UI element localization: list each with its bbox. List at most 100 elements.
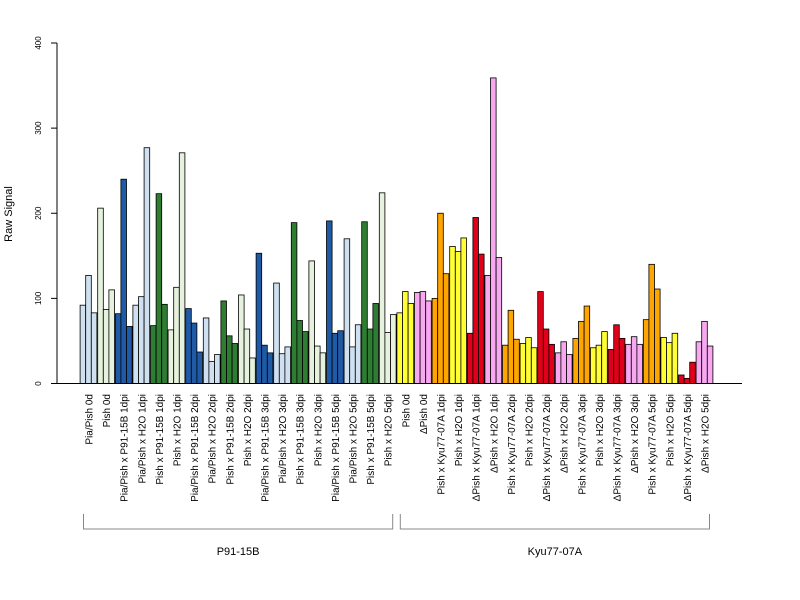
x-tick-label: Pia/Pish x P91-15B 2dpi — [190, 394, 201, 502]
bar — [525, 337, 532, 384]
bar — [625, 343, 632, 384]
bar — [208, 360, 215, 384]
bar — [419, 291, 427, 384]
x-tick-label: Pish x H2O 5dpi — [665, 394, 676, 466]
bar — [302, 331, 309, 384]
bar — [319, 352, 327, 384]
group-brackets: P91-15B Kyu77-07A — [83, 514, 710, 558]
bar — [548, 343, 555, 384]
group-label: P91-15B — [217, 546, 260, 558]
bar — [120, 178, 127, 384]
bar — [660, 337, 667, 384]
x-tick-label: ΔPish x H2O 5dpi — [701, 394, 712, 473]
bar — [654, 288, 661, 384]
bar — [231, 343, 239, 384]
bar — [689, 361, 696, 384]
bar — [238, 294, 245, 384]
bar — [161, 303, 168, 384]
category-labels: Pia/Pish 0d Pish 0d Pia/Pish x P91-15B 1dp… — [85, 394, 712, 502]
bar — [578, 320, 585, 384]
bar — [314, 345, 321, 384]
bar — [630, 336, 638, 384]
bar — [366, 328, 374, 384]
bar — [695, 341, 703, 384]
x-tick-label: Pish x P91-15B 3dpi — [296, 394, 307, 485]
bar — [296, 320, 303, 384]
bar — [425, 300, 432, 384]
bar — [595, 344, 603, 384]
bar — [449, 246, 456, 384]
bar — [454, 251, 462, 384]
bar — [79, 304, 87, 384]
bar — [642, 319, 650, 384]
x-tick-label: Pish x H2O 2dpi — [243, 394, 254, 466]
x-tick-label: Pish 0d — [401, 394, 412, 427]
bar — [202, 317, 210, 384]
x-tick-label: Pia/Pish x H2O 5dpi — [349, 394, 360, 484]
bar — [560, 341, 567, 384]
bar — [407, 303, 415, 384]
bar — [361, 221, 368, 384]
bar — [542, 328, 550, 384]
bar — [143, 147, 151, 384]
bar — [226, 335, 233, 384]
bar — [495, 257, 503, 384]
bar — [255, 252, 263, 384]
bar — [326, 220, 333, 384]
x-tick-label: Pish x Kyu77-07A 2dpi — [507, 394, 518, 495]
group-bracket — [83, 514, 394, 530]
bar — [666, 342, 673, 384]
y-tick-label: 400 — [34, 36, 43, 50]
x-tick-label: Pish x H2O 2dpi — [525, 394, 536, 466]
x-tick-label: Pia/Pish x H2O 3dpi — [278, 394, 289, 484]
bar — [678, 374, 685, 384]
bar — [273, 282, 280, 384]
y-tick-label: 100 — [34, 291, 43, 305]
x-tick-label: Pish x H2O 3dpi — [595, 394, 606, 466]
bar — [85, 274, 92, 384]
bar — [648, 263, 655, 384]
bar — [132, 304, 139, 384]
x-tick-label: ΔPish x Kyu77-07A 5dpi — [683, 394, 694, 501]
y-tick-label: 0 — [34, 381, 43, 386]
x-tick-label: ΔPish x Kyu77-07A 2dpi — [542, 394, 553, 501]
bar — [108, 289, 115, 384]
bar — [354, 324, 362, 384]
bar — [220, 300, 227, 384]
x-tick-label: Pish x H2O 3dpi — [313, 394, 324, 466]
bar — [460, 237, 467, 384]
bar — [390, 314, 397, 384]
bar — [266, 352, 274, 384]
bar — [214, 354, 221, 384]
bar — [349, 346, 356, 384]
bar — [178, 152, 186, 384]
bar — [249, 357, 256, 384]
bar — [683, 377, 691, 384]
bar — [601, 331, 608, 384]
x-tick-label: Pish x Kyu77-07A 1dpi — [437, 394, 448, 495]
bar — [155, 193, 163, 384]
x-tick-label: ΔPish x H2O 2dpi — [560, 394, 571, 473]
bar — [442, 273, 450, 384]
bar — [167, 329, 175, 384]
bar — [185, 308, 192, 384]
bar — [102, 309, 110, 384]
x-tick-label: Pia/Pish x H2O 2dpi — [208, 394, 219, 484]
x-tick-label: ΔPish x H2O 1dpi — [489, 394, 500, 473]
bar — [331, 332, 339, 384]
bar — [636, 343, 643, 384]
bar — [414, 292, 421, 384]
bar — [278, 353, 286, 384]
bar — [466, 332, 474, 384]
x-tick-label: Pish x P91-15B 2dpi — [225, 394, 236, 485]
bar — [706, 345, 714, 384]
x-tick-label: Pia/Pish x H2O 1dpi — [137, 394, 148, 484]
bar — [343, 238, 351, 384]
bar — [97, 207, 104, 384]
x-tick-label: Pish x P91-15B 5dpi — [366, 394, 377, 485]
bar — [554, 352, 562, 384]
bar — [583, 305, 591, 384]
bar — [90, 312, 98, 384]
bar — [513, 338, 520, 384]
x-tick-label: Pish x H2O 1dpi — [454, 394, 465, 466]
